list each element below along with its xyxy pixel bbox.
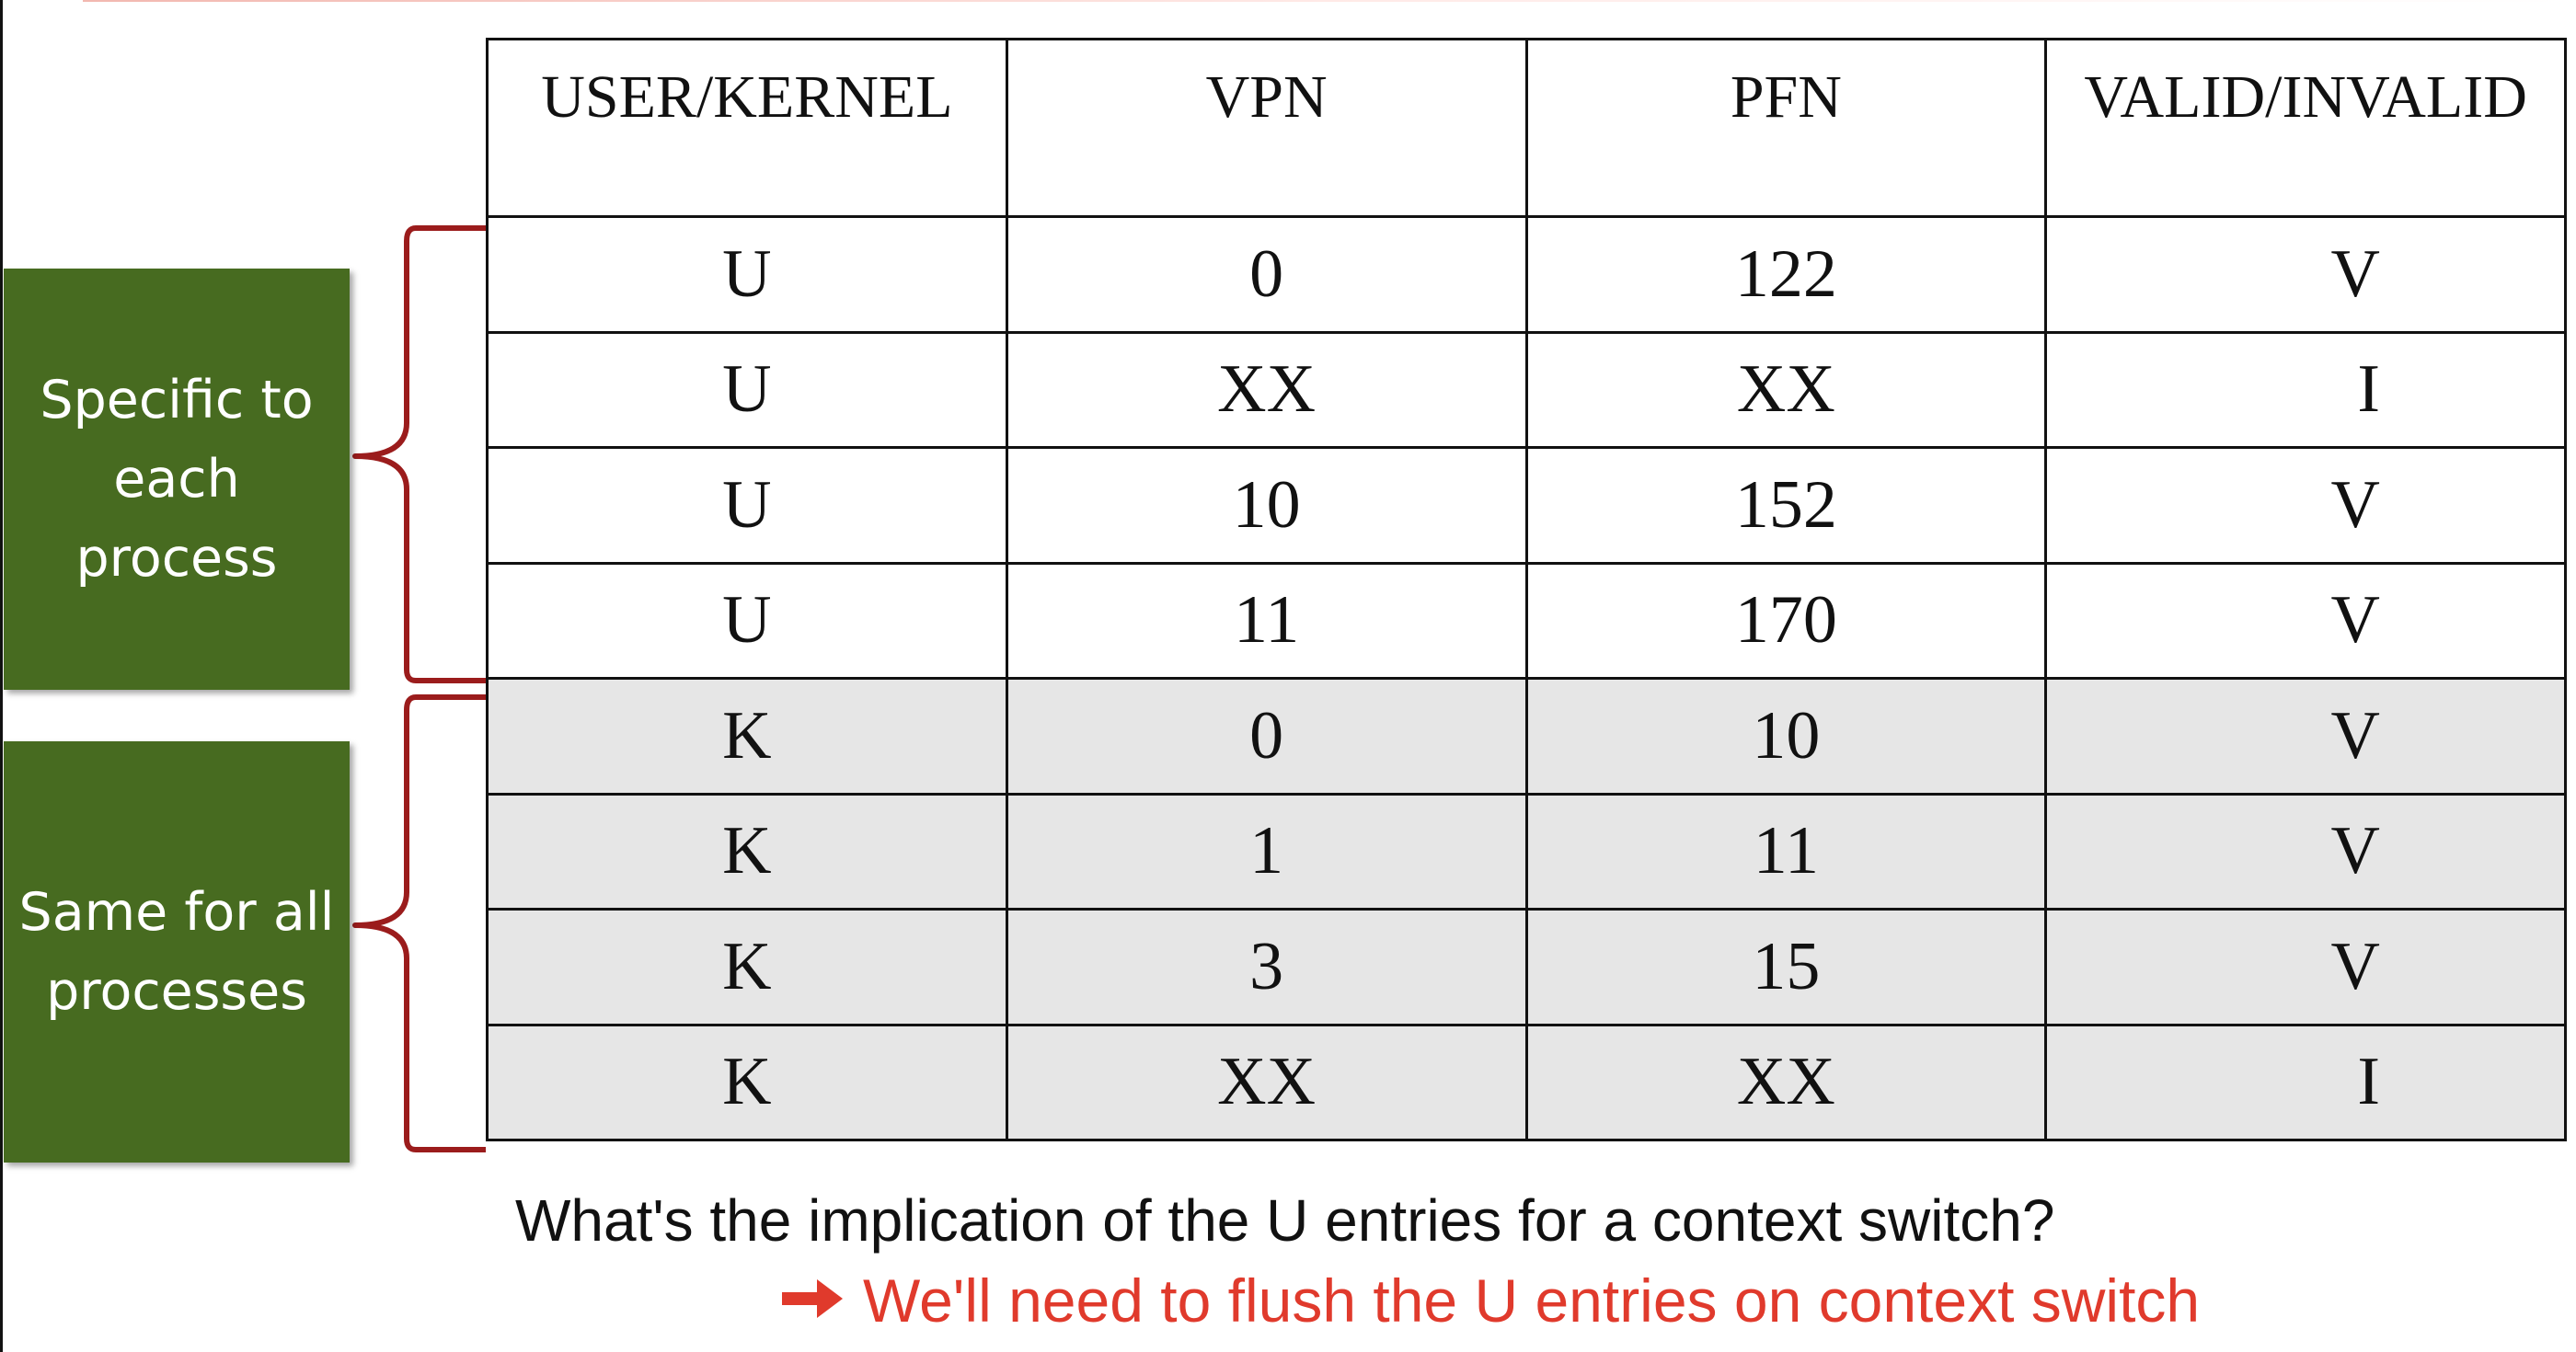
cell-user-kernel: U <box>486 215 1008 334</box>
user-group-label: Specific to each process <box>4 269 350 690</box>
table-row: K 0 10 V <box>486 677 2567 796</box>
cell-pfn: XX <box>1524 1023 2048 1141</box>
cell-valid: I <box>2044 1023 2567 1141</box>
header-vpn: VPN <box>1005 38 1528 218</box>
cell-valid: V <box>2044 446 2567 565</box>
cell-valid: V <box>2044 561 2567 680</box>
user-entries-bracket-icon <box>352 225 486 683</box>
header-pfn: PFN <box>1524 38 2048 218</box>
cell-vpn: 3 <box>1005 908 1528 1026</box>
table-row: K 3 15 V <box>486 908 2567 1026</box>
cell-valid: V <box>2044 215 2567 334</box>
kernel-group-label-text: Same for all processes <box>18 882 335 1022</box>
slide-left-edge <box>0 0 3 1352</box>
tlb-table: USER/KERNEL VPN PFN VALID/INVALID U 0 12… <box>486 38 2567 1141</box>
right-arrow-icon <box>782 1278 843 1318</box>
cell-user-kernel: K <box>486 792 1008 911</box>
cell-user-kernel: U <box>486 330 1008 449</box>
kernel-group-label: Same for all processes <box>4 741 350 1163</box>
cell-pfn: 10 <box>1524 677 2048 796</box>
cell-user-kernel: K <box>486 1023 1008 1141</box>
header-user-kernel: USER/KERNEL <box>486 38 1008 218</box>
table-row: U 0 122 V <box>486 215 2567 334</box>
cell-vpn: XX <box>1005 1023 1528 1141</box>
table-row: U XX XX I <box>486 330 2567 449</box>
table-row: U 10 152 V <box>486 446 2567 565</box>
cell-user-kernel: K <box>486 677 1008 796</box>
cell-valid: I <box>2044 330 2567 449</box>
cell-user-kernel: U <box>486 446 1008 565</box>
cell-pfn: 122 <box>1524 215 2048 334</box>
cell-pfn: 152 <box>1524 446 2048 565</box>
cell-pfn: 170 <box>1524 561 2048 680</box>
cell-vpn: 1 <box>1005 792 1528 911</box>
question-text: What's the implication of the U entries … <box>515 1187 2055 1254</box>
slide-top-accent <box>83 0 2567 2</box>
answer-line: We'll need to flush the U entries on con… <box>780 1266 2200 1335</box>
table-row: K XX XX I <box>486 1023 2567 1141</box>
cell-pfn: XX <box>1524 330 2048 449</box>
table-row: K 1 11 V <box>486 792 2567 911</box>
answer-text: We'll need to flush the U entries on con… <box>863 1266 2201 1335</box>
kernel-entries-bracket-icon <box>352 694 486 1152</box>
cell-vpn: XX <box>1005 330 1528 449</box>
table-row: U 11 170 V <box>486 561 2567 680</box>
cell-vpn: 10 <box>1005 446 1528 565</box>
cell-vpn: 11 <box>1005 561 1528 680</box>
cell-valid: V <box>2044 908 2567 1026</box>
cell-pfn: 11 <box>1524 792 2048 911</box>
cell-user-kernel: U <box>486 561 1008 680</box>
cell-vpn: 0 <box>1005 215 1528 334</box>
cell-valid: V <box>2044 792 2567 911</box>
table-header-row: USER/KERNEL VPN PFN VALID/INVALID <box>486 38 2567 218</box>
cell-user-kernel: K <box>486 908 1008 1026</box>
user-group-label-text: Specific to each process <box>40 370 314 589</box>
cell-valid: V <box>2044 677 2567 796</box>
header-valid-invalid: VALID/INVALID <box>2044 38 2567 218</box>
cell-vpn: 0 <box>1005 677 1528 796</box>
cell-pfn: 15 <box>1524 908 2048 1026</box>
